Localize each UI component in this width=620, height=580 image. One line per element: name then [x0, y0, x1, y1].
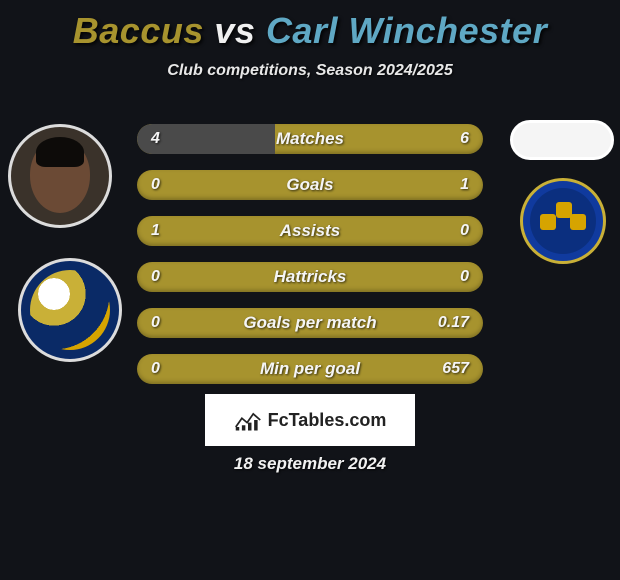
stat-label: Min per goal [137, 354, 483, 384]
stat-value-right: 1 [460, 170, 469, 200]
title-player2: Carl Winchester [266, 10, 547, 51]
player2-avatar [510, 120, 614, 160]
stat-row: 4Matches6 [137, 124, 483, 154]
stat-row: 0Goals per match0.17 [137, 308, 483, 338]
stat-label: Goals per match [137, 308, 483, 338]
subtitle: Club competitions, Season 2024/2025 [0, 62, 620, 80]
date-label: 18 september 2024 [0, 454, 620, 474]
stat-row: 0Hattricks0 [137, 262, 483, 292]
stat-value-right: 0 [460, 262, 469, 292]
stat-label: Matches [137, 124, 483, 154]
player1-club-badge [18, 258, 122, 362]
stat-value-right: 6 [460, 124, 469, 154]
title-player1: Baccus [73, 10, 204, 51]
stat-value-right: 0 [460, 216, 469, 246]
fctables-logo[interactable]: FcTables.com [205, 394, 415, 446]
stat-row: 0Goals1 [137, 170, 483, 200]
title-vs: vs [214, 10, 255, 51]
stat-value-right: 0.17 [438, 308, 469, 338]
stat-row: 0Min per goal657 [137, 354, 483, 384]
stat-value-right: 657 [442, 354, 469, 384]
player2-club-badge [520, 178, 606, 264]
stat-row: 1Assists0 [137, 216, 483, 246]
stats-container: 4Matches60Goals11Assists00Hattricks00Goa… [137, 124, 483, 400]
fctables-icon [234, 408, 262, 432]
stat-label: Goals [137, 170, 483, 200]
stat-label: Assists [137, 216, 483, 246]
fctables-label: FcTables.com [268, 410, 387, 431]
page-title: Baccus vs Carl Winchester [0, 0, 620, 52]
player1-avatar [8, 124, 112, 228]
stat-label: Hattricks [137, 262, 483, 292]
